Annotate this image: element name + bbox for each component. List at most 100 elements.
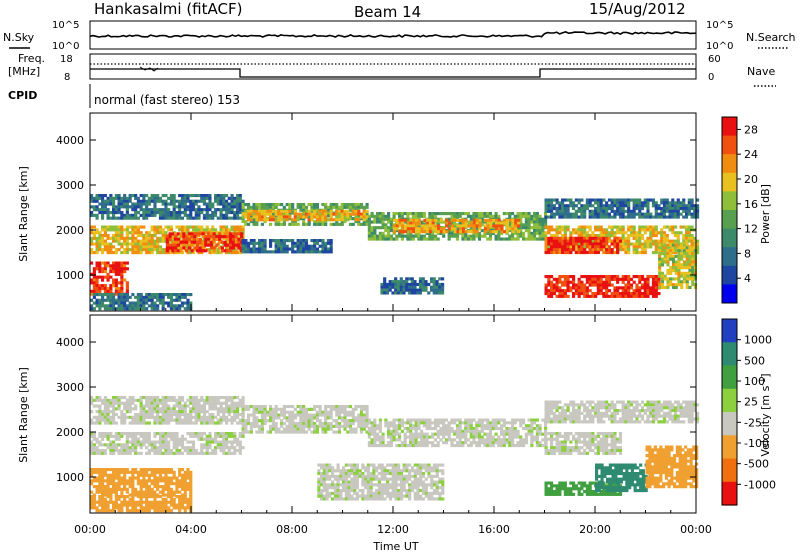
power-cell xyxy=(591,295,594,298)
power-cell xyxy=(217,208,220,211)
power-cell xyxy=(586,237,589,240)
power-cell xyxy=(107,251,110,254)
power-cell xyxy=(600,204,603,207)
power-cell xyxy=(297,215,300,218)
power-cell xyxy=(255,206,258,209)
power-cell xyxy=(148,299,151,302)
power-cell xyxy=(578,292,581,295)
power-cell xyxy=(655,289,658,292)
power-cell xyxy=(619,295,622,298)
power-cell xyxy=(330,213,333,216)
velocity-cell xyxy=(211,449,214,452)
power-cell xyxy=(583,228,586,231)
velocity-cell xyxy=(159,416,162,419)
power-cell xyxy=(688,252,691,255)
velocity-cell xyxy=(96,449,99,452)
power-cell xyxy=(669,210,672,213)
velocity-cell xyxy=(145,435,148,438)
power-cell xyxy=(583,292,586,295)
power-cell xyxy=(669,204,672,207)
power-cell xyxy=(376,218,379,221)
power-cell xyxy=(112,217,115,220)
power-cell xyxy=(583,284,586,287)
velocity-cell xyxy=(159,452,162,455)
power-cell xyxy=(605,242,608,245)
power-cell xyxy=(305,210,308,213)
power-cell xyxy=(432,219,435,222)
velocity-cell xyxy=(181,441,184,444)
power-cell xyxy=(299,250,302,253)
power-cell xyxy=(233,226,236,229)
power-cell xyxy=(464,235,467,238)
power-cell xyxy=(430,277,433,280)
power-cell xyxy=(561,213,564,216)
velocity-cell xyxy=(107,446,110,449)
power-cell xyxy=(93,284,96,287)
power-cell xyxy=(478,238,481,241)
velocity-cell xyxy=(217,435,220,438)
velocity-cell xyxy=(186,399,189,402)
power-cell xyxy=(671,228,674,231)
power-cell xyxy=(250,242,253,245)
power-cell xyxy=(115,208,118,211)
power-cell xyxy=(250,248,253,251)
velocity-cell xyxy=(148,474,151,477)
power-cell xyxy=(683,246,686,249)
power-cell xyxy=(432,224,435,227)
velocity-cell xyxy=(162,422,165,425)
power-cell xyxy=(129,217,132,220)
velocity-cell xyxy=(142,407,145,410)
velocity-cell xyxy=(178,402,181,405)
power-cell xyxy=(558,295,561,298)
velocity-cell xyxy=(175,432,178,435)
power-cell xyxy=(589,199,592,202)
power-cell xyxy=(436,289,439,292)
power-cell xyxy=(200,211,203,214)
power-cell xyxy=(478,224,481,227)
power-cell xyxy=(622,286,625,289)
power-cell xyxy=(151,194,154,197)
power-cell xyxy=(619,243,622,246)
power-cell xyxy=(153,248,156,251)
power-cell xyxy=(118,211,121,214)
power-cell xyxy=(484,227,487,230)
velocity-cell xyxy=(239,402,242,405)
power-cell xyxy=(415,230,418,233)
power-cell xyxy=(218,232,221,235)
power-cell xyxy=(115,302,118,305)
power-cell xyxy=(680,263,683,266)
power-cell xyxy=(151,214,154,217)
velocity-cell xyxy=(231,419,234,422)
power-cell xyxy=(335,213,338,216)
velocity-cell xyxy=(162,396,165,399)
velocity-cell xyxy=(120,413,123,416)
power-cell xyxy=(330,206,333,209)
power-cell xyxy=(589,204,592,207)
velocity-cell xyxy=(239,435,242,438)
power-cell xyxy=(222,217,225,220)
velocity-cell xyxy=(126,446,129,449)
power-cell xyxy=(181,200,184,203)
velocity-cell xyxy=(220,443,223,446)
colorbar-tick-label: 24 xyxy=(744,148,758,161)
power-cell xyxy=(148,200,151,203)
power-cell xyxy=(660,228,663,231)
power-cell xyxy=(616,226,619,229)
power-cell xyxy=(107,203,110,206)
power-cell xyxy=(649,292,652,295)
power-cell xyxy=(142,200,145,203)
power-cell xyxy=(536,218,539,221)
power-cell xyxy=(316,218,319,221)
power-cell xyxy=(376,221,379,224)
colorbar-tick-label: 4 xyxy=(744,272,751,285)
power-cell xyxy=(635,237,638,240)
power-cell xyxy=(112,234,115,237)
power-cell xyxy=(405,286,408,289)
power-cell xyxy=(641,278,644,281)
power-cell xyxy=(586,204,589,207)
velocity-heatmap-cells xyxy=(90,396,699,512)
power-cell xyxy=(561,228,564,231)
cpid-label: CPID xyxy=(8,89,37,102)
power-cell xyxy=(123,264,126,267)
velocity-cell xyxy=(167,413,170,416)
